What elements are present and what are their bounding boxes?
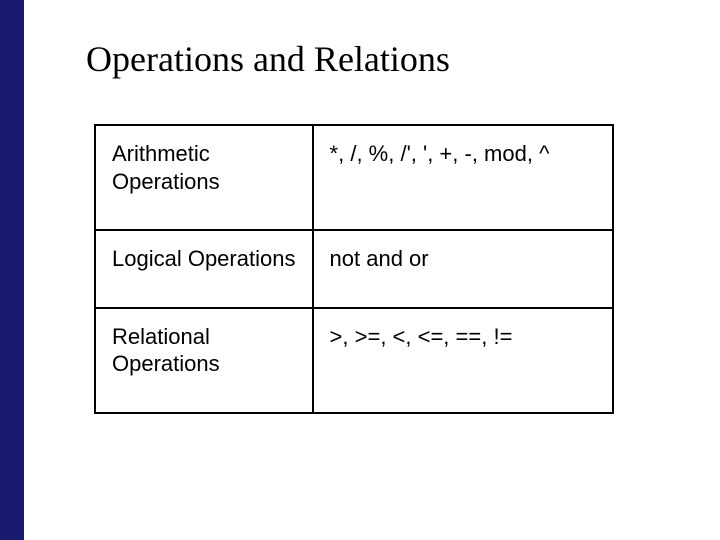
cell-operators: *, /, %, /', ', +, -, mod, ^ [313, 125, 613, 230]
operations-table: Arithmetic Operations *, /, %, /', ', +,… [94, 124, 614, 414]
accent-bar [0, 0, 24, 540]
cell-operators: not and or [313, 230, 613, 308]
cell-operators: >, >=, <, <=, ==, != [313, 308, 613, 413]
page-title: Operations and Relations [86, 38, 646, 80]
cell-category: Relational Operations [95, 308, 313, 413]
table-row: Arithmetic Operations *, /, %, /', ', +,… [95, 125, 613, 230]
table-row: Logical Operations not and or [95, 230, 613, 308]
slide-content: Operations and Relations Arithmetic Oper… [86, 38, 646, 414]
cell-category: Arithmetic Operations [95, 125, 313, 230]
table-row: Relational Operations >, >=, <, <=, ==, … [95, 308, 613, 413]
cell-category: Logical Operations [95, 230, 313, 308]
